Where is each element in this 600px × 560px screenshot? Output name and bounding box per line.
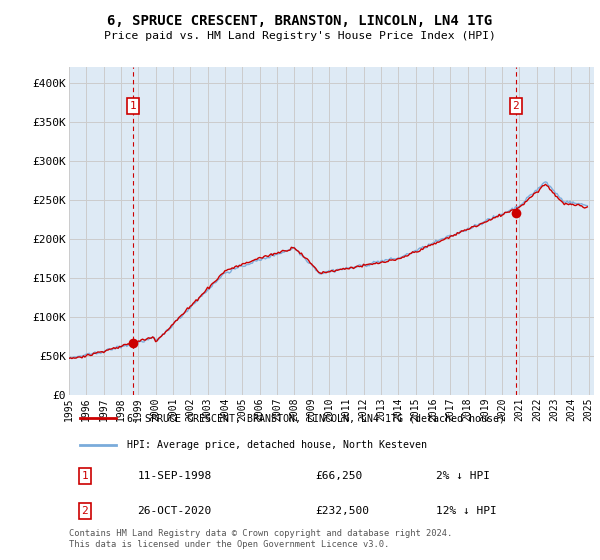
Text: 11-SEP-1998: 11-SEP-1998	[137, 471, 212, 481]
Text: Price paid vs. HM Land Registry's House Price Index (HPI): Price paid vs. HM Land Registry's House …	[104, 31, 496, 41]
Text: 2: 2	[512, 101, 519, 111]
Text: 1: 1	[82, 471, 88, 481]
Text: 1: 1	[130, 101, 137, 111]
Text: 6, SPRUCE CRESCENT, BRANSTON, LINCOLN, LN4 1TG: 6, SPRUCE CRESCENT, BRANSTON, LINCOLN, L…	[107, 14, 493, 28]
Text: Contains HM Land Registry data © Crown copyright and database right 2024.
This d: Contains HM Land Registry data © Crown c…	[69, 529, 452, 549]
Text: 6, SPRUCE CRESCENT, BRANSTON, LINCOLN, LN4 1TG (detached house): 6, SPRUCE CRESCENT, BRANSTON, LINCOLN, L…	[127, 413, 505, 423]
Text: £66,250: £66,250	[316, 471, 363, 481]
Text: 2% ↓ HPI: 2% ↓ HPI	[437, 471, 491, 481]
Text: HPI: Average price, detached house, North Kesteven: HPI: Average price, detached house, Nort…	[127, 440, 427, 450]
Text: £232,500: £232,500	[316, 506, 370, 516]
Text: 26-OCT-2020: 26-OCT-2020	[137, 506, 212, 516]
Text: 2: 2	[82, 506, 88, 516]
Text: 12% ↓ HPI: 12% ↓ HPI	[437, 506, 497, 516]
